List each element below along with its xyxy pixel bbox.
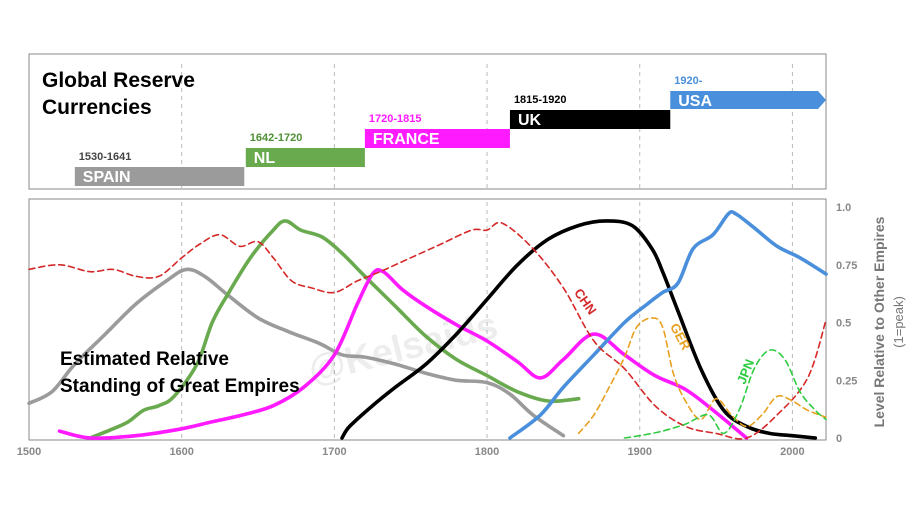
y-axis-ticks: 0 0.25 0.5 0.75 1.0 (836, 202, 857, 445)
x-tick-1500: 1500 (17, 446, 41, 458)
bar-usa (670, 91, 826, 109)
series-line-spain (27, 267, 566, 438)
timeline-bars: SPAIN 1530-1641 NL 1642-1720 FRANCE 1720-1815… (74, 75, 826, 186)
y-tick-0.75: 0.75 (836, 260, 857, 272)
series-line-united-kingdom (340, 219, 818, 440)
reserve-currency-timeline: Global Reserve Currencies SPAIN 1530-1641… (28, 53, 827, 190)
chart-frame (28, 198, 827, 441)
x-tick-1600: 1600 (169, 446, 193, 458)
series-line-netherlands (88, 219, 581, 440)
x-tick-1700: 1700 (322, 446, 346, 458)
series-line-united-states (508, 209, 828, 440)
series-line-france (57, 268, 749, 440)
bar-label-nl: NL (254, 150, 276, 167)
bar-years-nl: 1642-1720 (250, 132, 303, 144)
timeline-title-line1: Global Reserve (42, 69, 195, 92)
y-tick-0: 0 (836, 433, 842, 445)
y-axis-sublabel: (1=peak) (891, 296, 906, 348)
bar-france (364, 129, 510, 148)
y-tick-0.5: 0.5 (836, 318, 851, 330)
timeline-frame (28, 53, 827, 190)
x-tick-1800: 1800 (475, 446, 499, 458)
timeline-title-line2: Currencies (42, 96, 152, 119)
x-tick-2000: 2000 (780, 446, 804, 458)
bar-nl (245, 148, 365, 167)
bar-years-france: 1720-1815 (369, 113, 422, 125)
series-line-japan (623, 349, 827, 439)
bar-label-uk: UK (518, 112, 542, 129)
bar-years-spain: 1530-1641 (79, 151, 132, 163)
bar-label-france: FRANCE (373, 131, 440, 148)
bar-label-usa: USA (678, 93, 712, 110)
chart-title-line2: Standing of Great Empires (60, 376, 300, 397)
series-line-germany (577, 317, 827, 435)
bar-spain (74, 167, 245, 186)
y-tick-0.25: 0.25 (836, 375, 857, 387)
series-lines (27, 209, 828, 440)
series-line-china (28, 221, 827, 440)
y-axis-label: Level Relative to Other Empires (871, 216, 887, 427)
y-tick-1.0: 1.0 (836, 202, 851, 214)
chart-title-line1: Estimated Relative (60, 349, 229, 370)
x-tick-1900: 1900 (627, 446, 651, 458)
x-axis-ticks: 1500 1600 1700 1800 1900 2000 (17, 446, 805, 458)
bar-label-spain: SPAIN (83, 169, 131, 186)
bar-uk (509, 110, 671, 129)
bar-years-uk: 1815-1920 (514, 94, 567, 106)
bar-years-usa: 1920- (674, 75, 702, 87)
